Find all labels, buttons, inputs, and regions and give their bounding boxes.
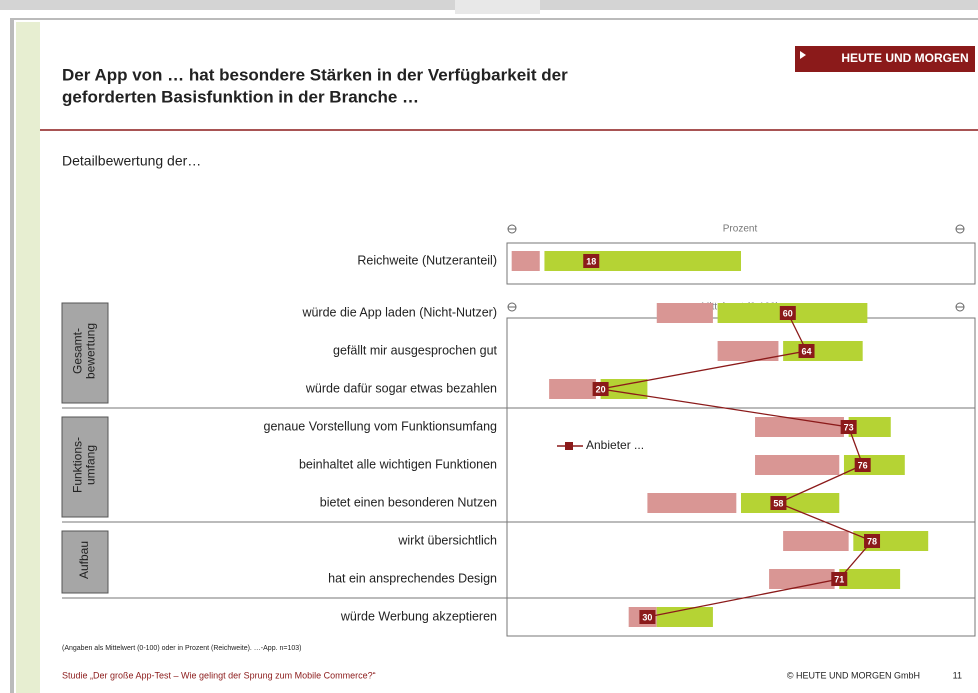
row-label: würde Werbung akzeptieren <box>340 609 497 623</box>
marker-label: 60 <box>783 308 793 318</box>
top-tab <box>455 0 540 14</box>
pink-bar <box>769 569 835 589</box>
row-label: Reichweite (Nutzeranteil) <box>357 253 497 267</box>
green-bar <box>544 251 741 271</box>
marker <box>592 382 609 396</box>
pink-bar <box>511 251 540 271</box>
pink-bar <box>656 303 713 323</box>
green-bar <box>839 569 901 589</box>
title-line: Der App von … hat besondere Stärken in d… <box>62 65 568 84</box>
group-box <box>61 302 109 404</box>
logo-box <box>795 46 975 72</box>
row-label: genaue Vorstellung vom Funktionsumfang <box>264 419 498 433</box>
side-stripe <box>16 22 40 693</box>
footer-right: © HEUTE UND MORGEN GmbH <box>787 670 920 680</box>
legend-label: Anbieter ... <box>586 438 644 452</box>
group-label: umfang <box>84 445 98 485</box>
row-label: beinhaltet alle wichtigen Funktionen <box>299 457 497 471</box>
marker-label: 76 <box>858 460 868 470</box>
marker-label: 78 <box>867 536 877 546</box>
marker-label: 30 <box>642 612 652 622</box>
pink-bar <box>647 493 737 513</box>
row-label: gefällt mir ausgesprochen gut <box>333 343 498 357</box>
group-box <box>61 416 109 518</box>
pink-bar <box>755 417 844 437</box>
page-number: 11 <box>953 670 962 680</box>
green-bar <box>848 417 891 437</box>
subtitle: Detailbewertung der… <box>62 153 201 169</box>
marker <box>770 496 787 510</box>
marker <box>831 572 848 586</box>
footer-left: Studie „Der große App-Test – Wie gelingt… <box>62 670 376 680</box>
row-label: bietet einen besonderen Nutzen <box>320 495 497 509</box>
legend-marker <box>565 442 573 450</box>
green-bar <box>843 455 905 475</box>
marker-label: 71 <box>834 574 844 584</box>
group-label: Funktions- <box>71 437 85 493</box>
logo-arrow <box>800 51 806 59</box>
pink-bar <box>783 531 849 551</box>
marker <box>840 420 857 434</box>
green-bar <box>783 341 863 361</box>
group-label: Gesamt- <box>71 328 85 374</box>
group-label: bewertung <box>84 323 98 379</box>
footnote: (Angaben als Mittelwert (0-100) oder in … <box>62 645 301 652</box>
group-box <box>61 530 109 594</box>
pink-bar <box>549 379 596 399</box>
group-label: Aufbau <box>77 541 91 579</box>
marker <box>583 254 600 268</box>
row-label: wirkt übersichtlich <box>397 533 497 547</box>
title-line: geforderten Basisfunktion in der Branche… <box>62 87 419 106</box>
marker <box>798 344 815 358</box>
marker-label: 20 <box>596 384 606 394</box>
reach-frame <box>506 242 976 285</box>
row-label: hat ein ansprechendes Design <box>328 571 497 585</box>
logo: HEUTE UND MORGEN <box>841 51 968 65</box>
marker <box>779 306 796 320</box>
marker-label: 18 <box>586 256 596 266</box>
pink-bar <box>755 455 840 475</box>
marker <box>864 534 881 548</box>
row-label: würde dafür sogar etwas bezahlen <box>305 381 497 395</box>
row-label: würde die App laden (Nicht-Nutzer) <box>301 305 497 319</box>
marker-label: 64 <box>802 346 812 356</box>
green-bar <box>741 493 840 513</box>
pink-bar <box>717 341 779 361</box>
marker-label: 58 <box>773 498 783 508</box>
axis-label: Prozent <box>723 224 758 235</box>
marker <box>639 610 656 624</box>
marker-label: 73 <box>844 422 854 432</box>
marker <box>854 458 871 472</box>
